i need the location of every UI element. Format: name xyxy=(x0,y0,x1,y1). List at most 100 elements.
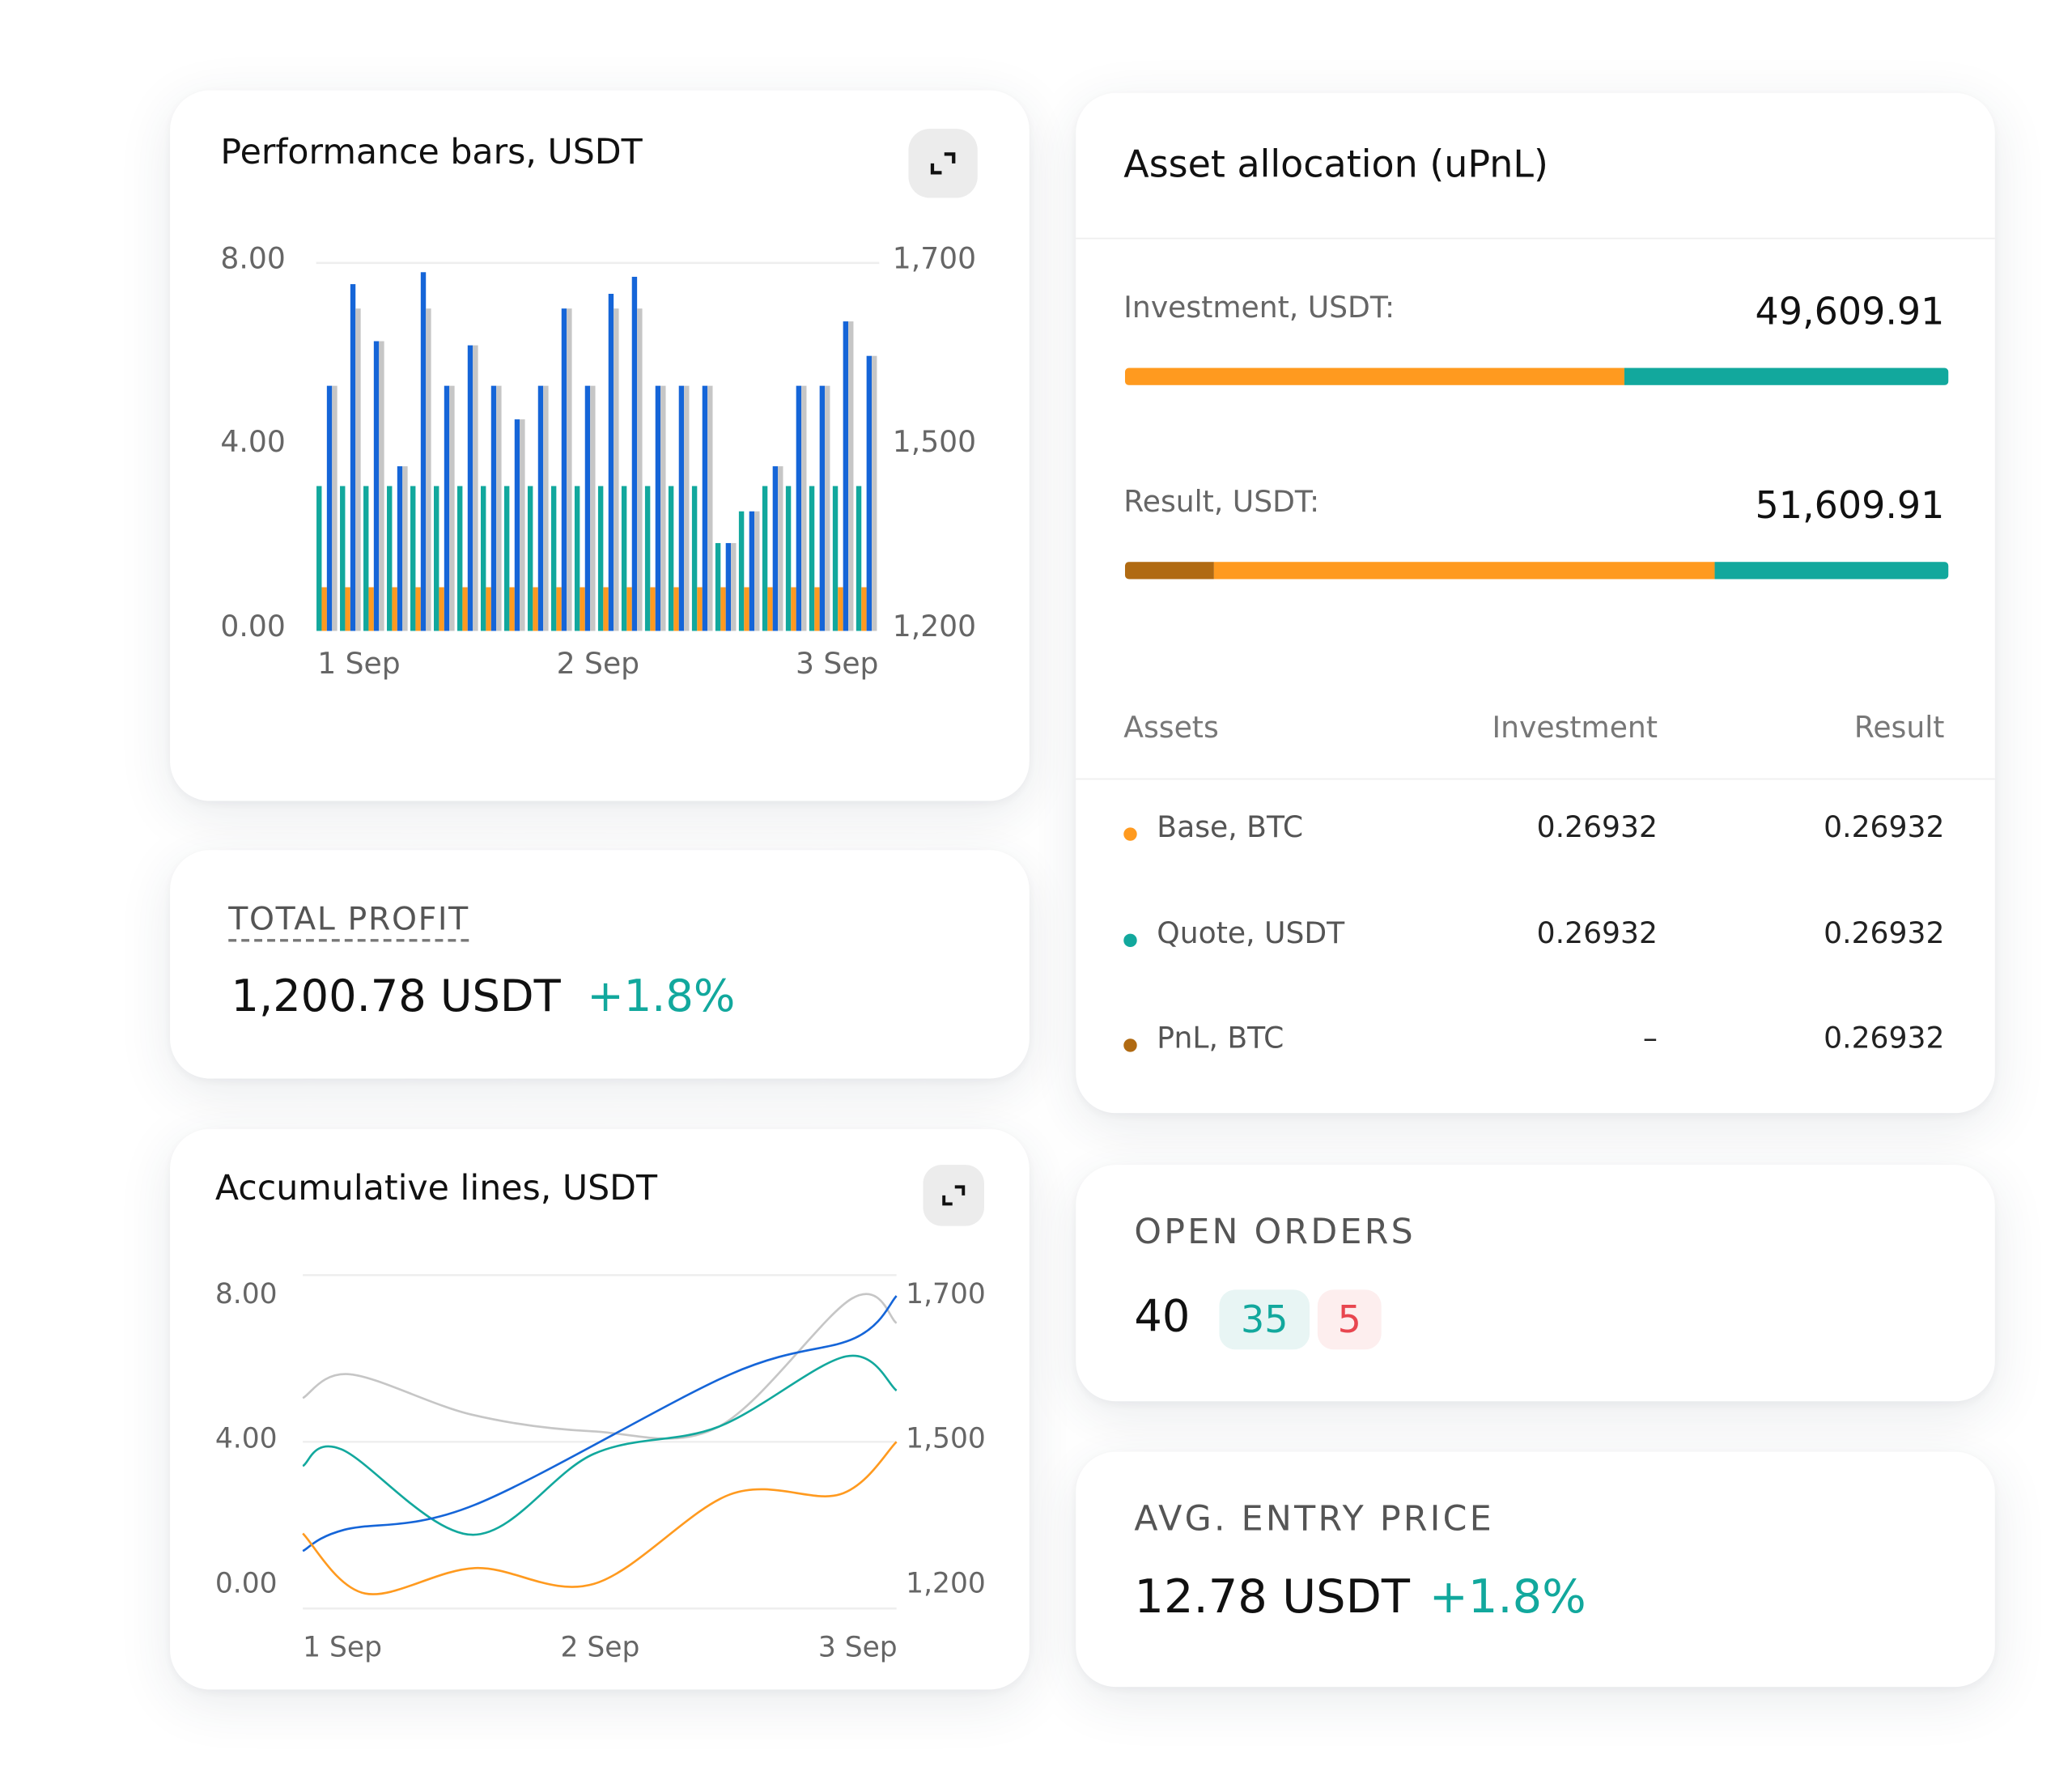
bar xyxy=(533,587,538,631)
bar xyxy=(379,341,384,631)
bar xyxy=(514,419,520,631)
bar xyxy=(832,486,839,631)
base-dot xyxy=(1123,827,1137,841)
bar xyxy=(856,486,862,631)
bar xyxy=(392,587,397,631)
open-orders-label: OPEN ORDERS xyxy=(1134,1213,1416,1253)
bar xyxy=(456,486,463,631)
bar xyxy=(574,486,580,631)
bar xyxy=(637,308,643,631)
result-label: Result, USDT: xyxy=(1123,486,1320,520)
investment-bar-base xyxy=(1124,367,1625,385)
investment-label: Investment, USDT: xyxy=(1123,292,1395,326)
bar xyxy=(537,385,544,631)
bar xyxy=(496,385,502,631)
bar xyxy=(785,486,792,631)
bar xyxy=(749,511,755,631)
result-bar-base xyxy=(1213,562,1715,580)
investment-bar-quote xyxy=(1624,367,1949,385)
total-profit-change: +1.8% xyxy=(587,969,736,1021)
bar xyxy=(387,486,393,631)
bar xyxy=(720,587,726,631)
bar xyxy=(767,587,773,631)
open-orders-total: 40 xyxy=(1134,1289,1191,1342)
bar xyxy=(444,385,450,631)
series-line xyxy=(302,1295,898,1552)
x-tick: 1 Sep xyxy=(317,648,401,682)
bar xyxy=(490,385,497,631)
bar xyxy=(597,486,604,631)
bar xyxy=(520,419,525,631)
performance-bar-chart xyxy=(316,261,880,631)
avg-entry-price-card: AVG. ENTRY PRICE 12.78 USDT +1.8% xyxy=(1076,1451,1995,1688)
bar xyxy=(543,385,549,631)
divider xyxy=(1076,778,1995,780)
bar xyxy=(434,486,439,631)
bar xyxy=(321,587,327,631)
bar xyxy=(691,486,698,631)
pnl-dot xyxy=(1123,1038,1137,1052)
result-bar-pnl xyxy=(1124,562,1214,580)
bar xyxy=(668,486,674,631)
total-profit-value: 1,200.78 USDT xyxy=(231,969,561,1021)
series-line xyxy=(302,1441,898,1595)
column-header-result: Result xyxy=(1853,711,1945,745)
bar xyxy=(684,385,690,631)
bar xyxy=(426,308,431,631)
bar xyxy=(326,385,333,631)
expand-icon xyxy=(930,152,956,175)
bar xyxy=(796,385,802,631)
bar xyxy=(801,385,807,631)
sell-orders-badge: 5 xyxy=(1317,1289,1382,1350)
y-tick-right: 1,200 xyxy=(906,1567,986,1599)
bar xyxy=(872,355,877,631)
performance-bars-card: Performance bars, USDT 8.00 4.00 0.00 1,… xyxy=(170,90,1030,801)
expand-button[interactable] xyxy=(908,129,978,198)
bar xyxy=(791,587,796,631)
investment-cell: 0.26932 xyxy=(1536,917,1658,951)
avg-entry-price-label: AVG. ENTRY PRICE xyxy=(1134,1499,1494,1540)
bar xyxy=(410,486,416,631)
bar xyxy=(556,587,562,631)
column-header-investment: Investment xyxy=(1492,711,1658,745)
expand-icon xyxy=(942,1185,966,1206)
asset-name: Quote, USDT xyxy=(1157,917,1345,951)
bar xyxy=(363,486,369,631)
asset-allocation-title: Asset allocation (uPnL) xyxy=(1123,142,1548,186)
bar xyxy=(702,385,708,631)
result-cell: 0.26932 xyxy=(1824,917,1945,951)
divider xyxy=(1076,237,1995,240)
asset-name: PnL, BTC xyxy=(1157,1022,1284,1056)
bar xyxy=(402,466,408,631)
accumulative-line-chart xyxy=(302,1274,898,1610)
bar xyxy=(778,466,783,631)
bar xyxy=(590,385,596,631)
investment-bar xyxy=(1124,367,1949,385)
y-tick-right: 1,700 xyxy=(906,1277,986,1310)
total-profit-label[interactable]: TOTAL PROFIT xyxy=(228,901,469,942)
investment-cell: – xyxy=(1642,1022,1658,1056)
bar xyxy=(655,385,661,631)
expand-button[interactable] xyxy=(923,1165,984,1226)
bar xyxy=(644,486,651,631)
open-orders-card: OPEN ORDERS 40 35 5 xyxy=(1076,1165,1995,1402)
bar xyxy=(420,272,427,631)
bar xyxy=(614,308,619,631)
bar xyxy=(744,587,749,631)
result-bar-quote xyxy=(1714,562,1949,580)
bar xyxy=(473,345,478,631)
bar xyxy=(449,385,455,631)
bar xyxy=(678,385,685,631)
bar xyxy=(660,385,666,631)
y-tick-left: 8.00 xyxy=(214,1277,278,1310)
bar xyxy=(527,486,533,631)
bar xyxy=(621,486,627,631)
y-tick-right: 1,200 xyxy=(892,610,977,644)
bar xyxy=(561,308,567,631)
y-tick-right: 1,500 xyxy=(906,1422,986,1455)
bar xyxy=(550,486,557,631)
bar xyxy=(819,385,826,631)
bar xyxy=(608,293,614,631)
bar xyxy=(467,345,473,631)
investment-cell: 0.26932 xyxy=(1536,811,1658,845)
